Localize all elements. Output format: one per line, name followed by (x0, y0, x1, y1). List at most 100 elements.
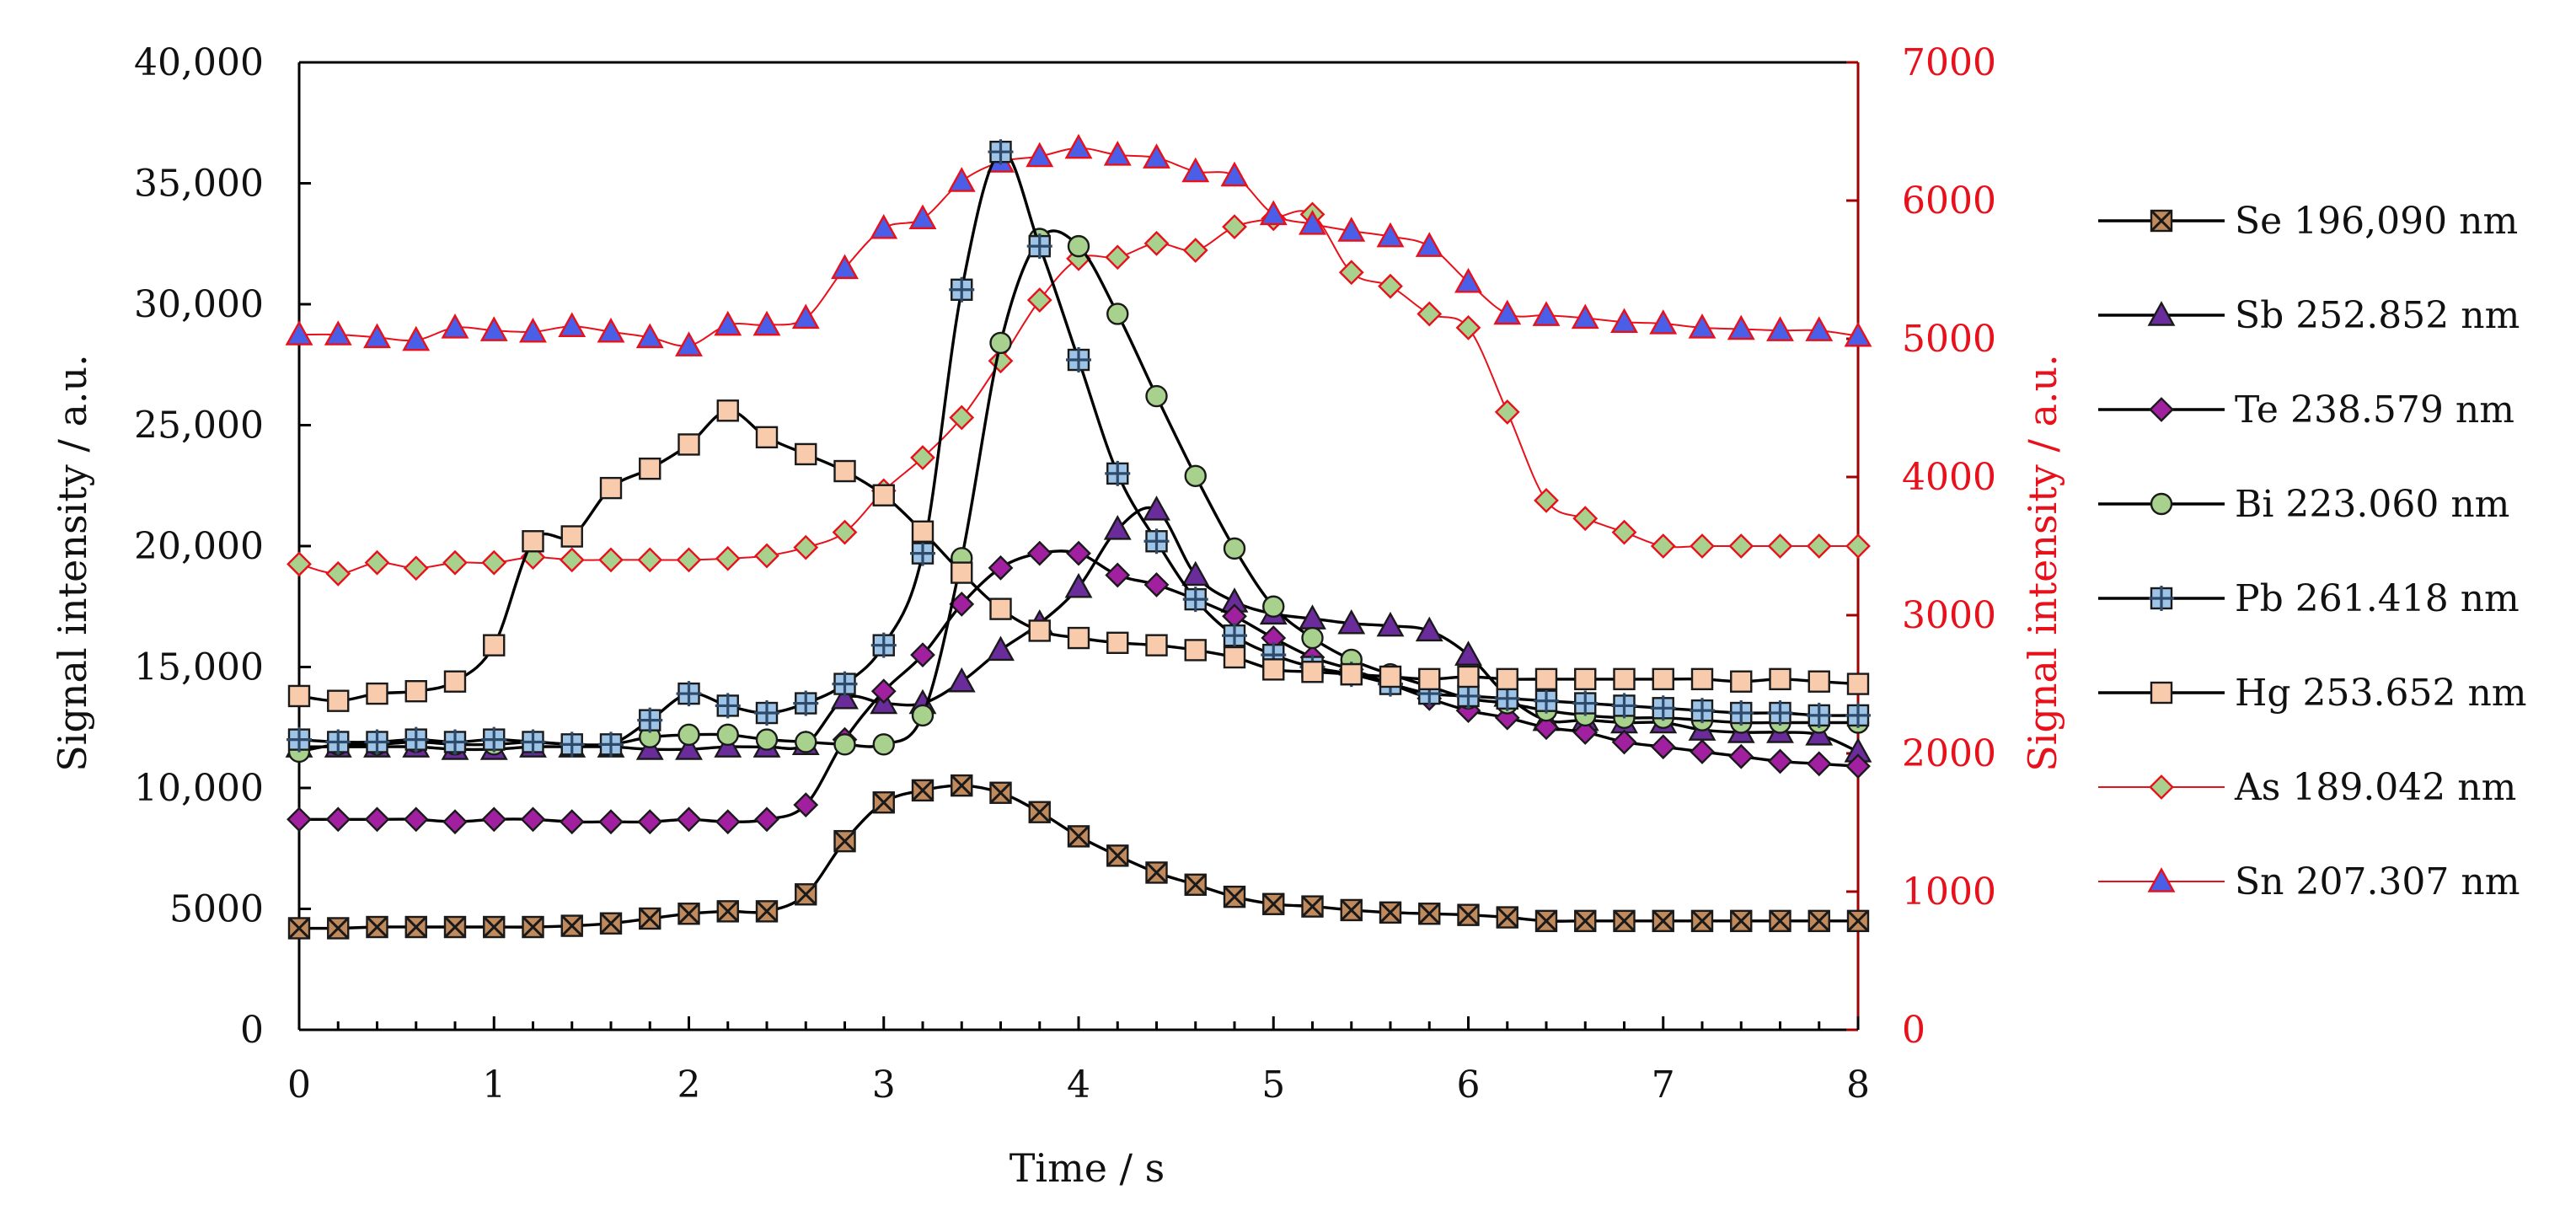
data-point-sn-shape (363, 323, 391, 349)
data-point-te (1105, 562, 1131, 588)
data-point-sb (1337, 608, 1366, 635)
data-point-te-shape (520, 806, 546, 833)
legend-marker-se (2150, 209, 2173, 233)
data-point-hg (1184, 639, 1207, 662)
data-point-hg-shape (443, 670, 467, 693)
data-point-se-cross (833, 830, 856, 853)
data-point-te (1494, 705, 1520, 731)
data-point-hg-shape (1340, 662, 1363, 686)
data-point-sn (1766, 316, 1794, 341)
legend-marker-te-shape (2149, 397, 2174, 422)
data-point-hg-shape (951, 561, 973, 584)
data-point-bi-shape (989, 331, 1012, 355)
legend-label: As 189.042 nm (2234, 766, 2516, 809)
data-point-se (872, 791, 895, 814)
data-point-as (442, 549, 468, 576)
data-point-as (1572, 506, 1599, 532)
data-point-sn-shape (1181, 157, 1210, 183)
data-point-as-shape (637, 547, 663, 573)
data-point-bi (1067, 234, 1090, 258)
data-point-as (598, 547, 624, 573)
data-point-hg (1106, 631, 1129, 654)
data-point-as-shape (1534, 487, 1559, 513)
data-point-se (1262, 892, 1285, 915)
data-point-sb (947, 667, 976, 693)
data-point-pb (1143, 528, 1170, 555)
data-point-hg-shape (1223, 646, 1246, 669)
data-point-bi (989, 331, 1012, 355)
data-point-te-shape (442, 809, 468, 835)
data-point-te-shape (793, 792, 819, 817)
data-point-se (560, 914, 583, 937)
data-point-te (1767, 748, 1793, 774)
data-point-hg-shape (1690, 667, 1714, 691)
data-point-se-cross (287, 917, 311, 940)
y-tick-label: 30,000 (134, 283, 264, 326)
data-point-pb-plus (1222, 623, 1247, 649)
data-point-se (1534, 909, 1558, 933)
data-point-se-cross (1340, 898, 1363, 922)
x-tick-label: 2 (677, 1064, 701, 1107)
data-point-se (404, 915, 427, 939)
data-point-hg (911, 520, 935, 543)
data-point-se-cross (1496, 906, 1518, 929)
data-point-pb-plus (1143, 528, 1170, 555)
data-point-pb (1767, 700, 1793, 726)
data-point-te-shape (481, 806, 507, 833)
data-point-hg (1067, 626, 1090, 650)
data-point-sb (831, 683, 859, 710)
data-point-as-shape (1105, 244, 1131, 271)
data-point-se (1379, 901, 1402, 924)
data-point-bi (755, 728, 779, 751)
data-point-bi-shape (1106, 303, 1129, 325)
data-point-hg-shape (872, 484, 895, 506)
data-point-bi (911, 704, 935, 727)
legend-item-bi: Bi 223.060 nm (2098, 483, 2509, 526)
x-tick-label: 1 (482, 1064, 506, 1107)
data-point-as-shape (1650, 533, 1676, 559)
data-point-se-cross (1301, 895, 1324, 918)
data-point-as-shape (1182, 238, 1208, 263)
data-point-bi-shape (833, 733, 856, 756)
data-point-te (325, 806, 351, 833)
data-point-se-cross (1807, 909, 1830, 932)
data-point-sn (1181, 157, 1210, 183)
data-point-hg-shape (1418, 667, 1441, 691)
data-point-te-shape (1611, 729, 1637, 755)
data-point-se (677, 903, 700, 925)
data-point-sn (675, 331, 703, 356)
legend: Se 196,090 nm Sb 252.852 nm Te 238.579 nm B… (2098, 200, 2527, 903)
data-point-sn (519, 317, 547, 343)
data-point-as (1338, 260, 1364, 286)
data-point-pb (715, 693, 741, 719)
data-point-hg (1769, 667, 1791, 691)
data-point-pb (287, 726, 312, 753)
data-point-hg-shape (327, 689, 350, 712)
data-point-sn (831, 254, 859, 280)
data-point-hg-shape (483, 634, 506, 656)
data-point-pb (793, 690, 819, 716)
data-point-hg-shape (1301, 661, 1324, 683)
data-point-se (1652, 909, 1674, 933)
data-point-se-cross (1028, 801, 1051, 823)
legend-item-hg: Hg 253.652 nm (2098, 672, 2527, 715)
data-point-bi-shape (1262, 595, 1285, 618)
data-point-sn (558, 312, 586, 337)
data-point-pb (1845, 702, 1871, 728)
series-sn (285, 133, 1872, 356)
data-point-hg-shape (1145, 634, 1168, 656)
data-point-sn-shape (1766, 316, 1794, 341)
legend-marker-pb (2149, 586, 2174, 611)
data-point-se-cross (1574, 909, 1597, 932)
data-point-as (325, 560, 351, 587)
data-point-sn (402, 325, 431, 351)
data-point-sn-shape (752, 310, 781, 336)
data-point-sn (1103, 141, 1132, 166)
data-point-as (559, 547, 585, 573)
data-point-se-cross (366, 915, 388, 939)
data-point-se-cross (1223, 886, 1246, 908)
data-point-te (520, 806, 546, 833)
data-point-sn-shape (675, 331, 703, 356)
data-point-sb (1143, 496, 1170, 521)
data-point-se (366, 915, 388, 939)
